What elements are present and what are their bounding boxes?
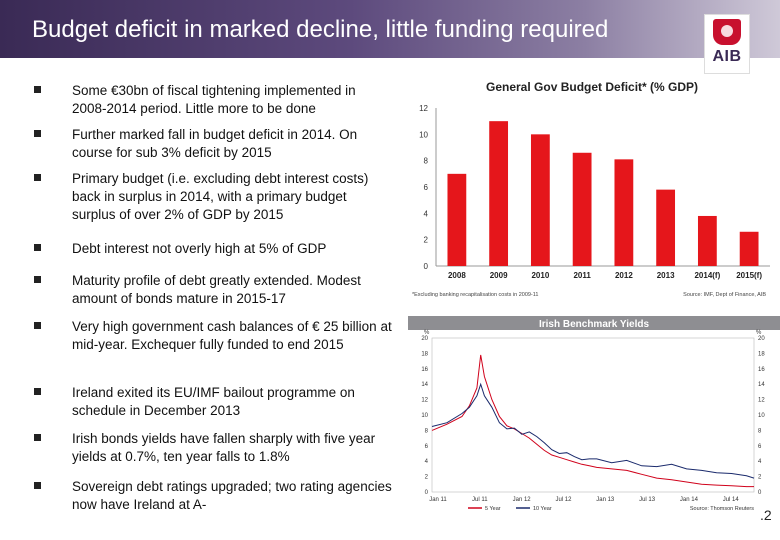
bullet-text: Irish bonds yields have fallen sharply w… — [72, 431, 376, 464]
x-tick-label: 2014(f) — [694, 271, 720, 280]
bullet-square-icon — [34, 434, 41, 441]
deficit-bar — [697, 215, 717, 266]
bullet-square-icon — [34, 244, 41, 251]
x-tick-label: 2013 — [657, 271, 675, 280]
chart-title: Irish Benchmark Yields — [539, 319, 649, 330]
budget-deficit-svg: 0 2 4 6 8 10 12 2008 2009 2010 2011 2012 2013 2014(f)… — [412, 104, 770, 298]
chart-footnote: *Excluding banking recapitalisation cost… — [412, 292, 538, 298]
deficit-bar — [656, 189, 676, 266]
x-tick-label: Jan 13 — [596, 497, 615, 503]
y-unit-left: % — [424, 330, 430, 336]
yield-series-line — [431, 354, 754, 488]
y-tick-label-left: 20 — [421, 336, 428, 342]
y-tick-label-right: 0 — [758, 490, 762, 496]
y-tick-label: 0 — [424, 262, 429, 271]
aib-logo: AIB — [704, 14, 750, 74]
x-tick-label: Jan 14 — [680, 497, 699, 503]
y-tick-label-right: 8 — [758, 428, 762, 434]
y-tick-label-right: 10 — [758, 413, 765, 419]
x-tick-label: 2011 — [573, 271, 591, 280]
deficit-bar — [447, 173, 467, 266]
x-tick-label: Jan 11 — [429, 497, 447, 503]
chart-source: Source: Thomson Reuters — [690, 506, 754, 512]
bullet-text: Further marked fall in budget deficit in… — [72, 127, 358, 160]
y-tick-label-right: 18 — [758, 351, 765, 357]
y-tick-label-right: 20 — [758, 336, 765, 342]
y-tick-label-left: 16 — [421, 367, 428, 373]
bullet-square-icon — [34, 276, 41, 283]
bond-yields-chart: Irish Benchmark Yields%% 0 0 2 2 4 4 6 6 8 8 10 10 12… — [408, 316, 780, 526]
deficit-bar — [489, 121, 509, 266]
page-number: .2 — [760, 507, 772, 523]
y-tick-label: 6 — [424, 183, 429, 192]
legend-label-10yr: 10 Year — [533, 506, 552, 512]
bullet-square-icon — [34, 388, 41, 395]
slide-header: Budget deficit in marked decline, little… — [0, 0, 780, 58]
y-tick-label-left: 12 — [421, 398, 428, 404]
bullet-text: Debt interest not overly high at 5% of G… — [72, 241, 327, 256]
y-tick-label-right: 14 — [758, 382, 765, 388]
x-tick-label: 2010 — [531, 271, 549, 280]
y-tick-label-right: 6 — [758, 444, 762, 450]
x-tick-label: Jul 12 — [555, 497, 572, 503]
y-tick-label-right: 16 — [758, 367, 765, 373]
y-tick-label-right: 12 — [758, 398, 765, 404]
y-tick-label-left: 6 — [425, 444, 429, 450]
bullet-square-icon — [34, 86, 41, 93]
y-tick-label-left: 8 — [425, 428, 429, 434]
bullet-square-icon — [34, 482, 41, 489]
x-tick-label: Jul 11 — [472, 497, 488, 503]
y-tick-label: 4 — [424, 209, 429, 218]
chart-title-bar — [408, 316, 780, 330]
x-tick-label: 2015(f) — [736, 271, 762, 280]
budget-deficit-chart: General Gov Budget Deficit* (% GDP) 0 2 4 6… — [400, 76, 780, 301]
slide-title: Budget deficit in marked decline, little… — [32, 16, 609, 43]
bullet-text: Sovereign debt ratings upgraded; two rat… — [72, 479, 392, 512]
bullet-text: Very high government cash balances of € … — [72, 319, 392, 352]
aib-crest-icon — [713, 19, 741, 45]
y-tick-label-left: 10 — [421, 413, 428, 419]
aib-logo-text: AIB — [712, 48, 742, 65]
bullet-square-icon — [34, 130, 41, 137]
chart-title: General Gov Budget Deficit* (% GDP) — [486, 80, 699, 94]
deficit-bar — [614, 159, 634, 266]
y-tick-label: 10 — [419, 130, 428, 139]
bullet-square-icon — [34, 322, 41, 329]
x-tick-label: Jan 12 — [513, 497, 532, 503]
bullet-text: Ireland exited its EU/IMF bailout progra… — [72, 385, 355, 418]
x-tick-label: Jul 14 — [723, 497, 740, 503]
legend-label-5yr: 5 Year — [485, 506, 501, 512]
y-tick-label-left: 14 — [421, 382, 428, 388]
x-tick-label: 2009 — [490, 271, 508, 280]
y-tick-label-left: 2 — [425, 475, 429, 481]
yield-series-line — [431, 382, 755, 479]
y-tick-label-left: 18 — [421, 351, 428, 357]
y-tick-label: 12 — [419, 104, 428, 113]
chart-source: Source: IMF, Dept of Finance, AIB — [683, 292, 766, 298]
y-tick-label: 8 — [424, 157, 429, 166]
deficit-bar — [530, 134, 550, 266]
bullet-text: Maturity profile of debt greatly extende… — [72, 273, 361, 306]
y-tick-label-left: 0 — [425, 490, 429, 496]
y-tick-label-right: 4 — [758, 459, 762, 465]
y-tick-label: 2 — [424, 236, 429, 245]
deficit-bar — [572, 152, 592, 266]
y-tick-label-right: 2 — [758, 475, 762, 481]
y-tick-label-left: 4 — [425, 459, 429, 465]
x-tick-label: 2012 — [615, 271, 633, 280]
x-tick-label: 2008 — [448, 271, 466, 280]
bullet-text: Primary budget (i.e. excluding debt inte… — [72, 171, 369, 222]
bullet-text: Some €30bn of fiscal tightening implemen… — [72, 83, 356, 116]
y-unit-right: % — [756, 330, 762, 336]
deficit-bar — [739, 231, 759, 266]
plot-frame — [431, 337, 755, 493]
bond-yields-svg: Irish Benchmark Yields% % 0 0 2 2 4 4 6 6 8 8 10 10 12… — [408, 316, 780, 512]
bullet-square-icon — [34, 174, 41, 181]
x-tick-label: Jul 13 — [639, 497, 656, 503]
